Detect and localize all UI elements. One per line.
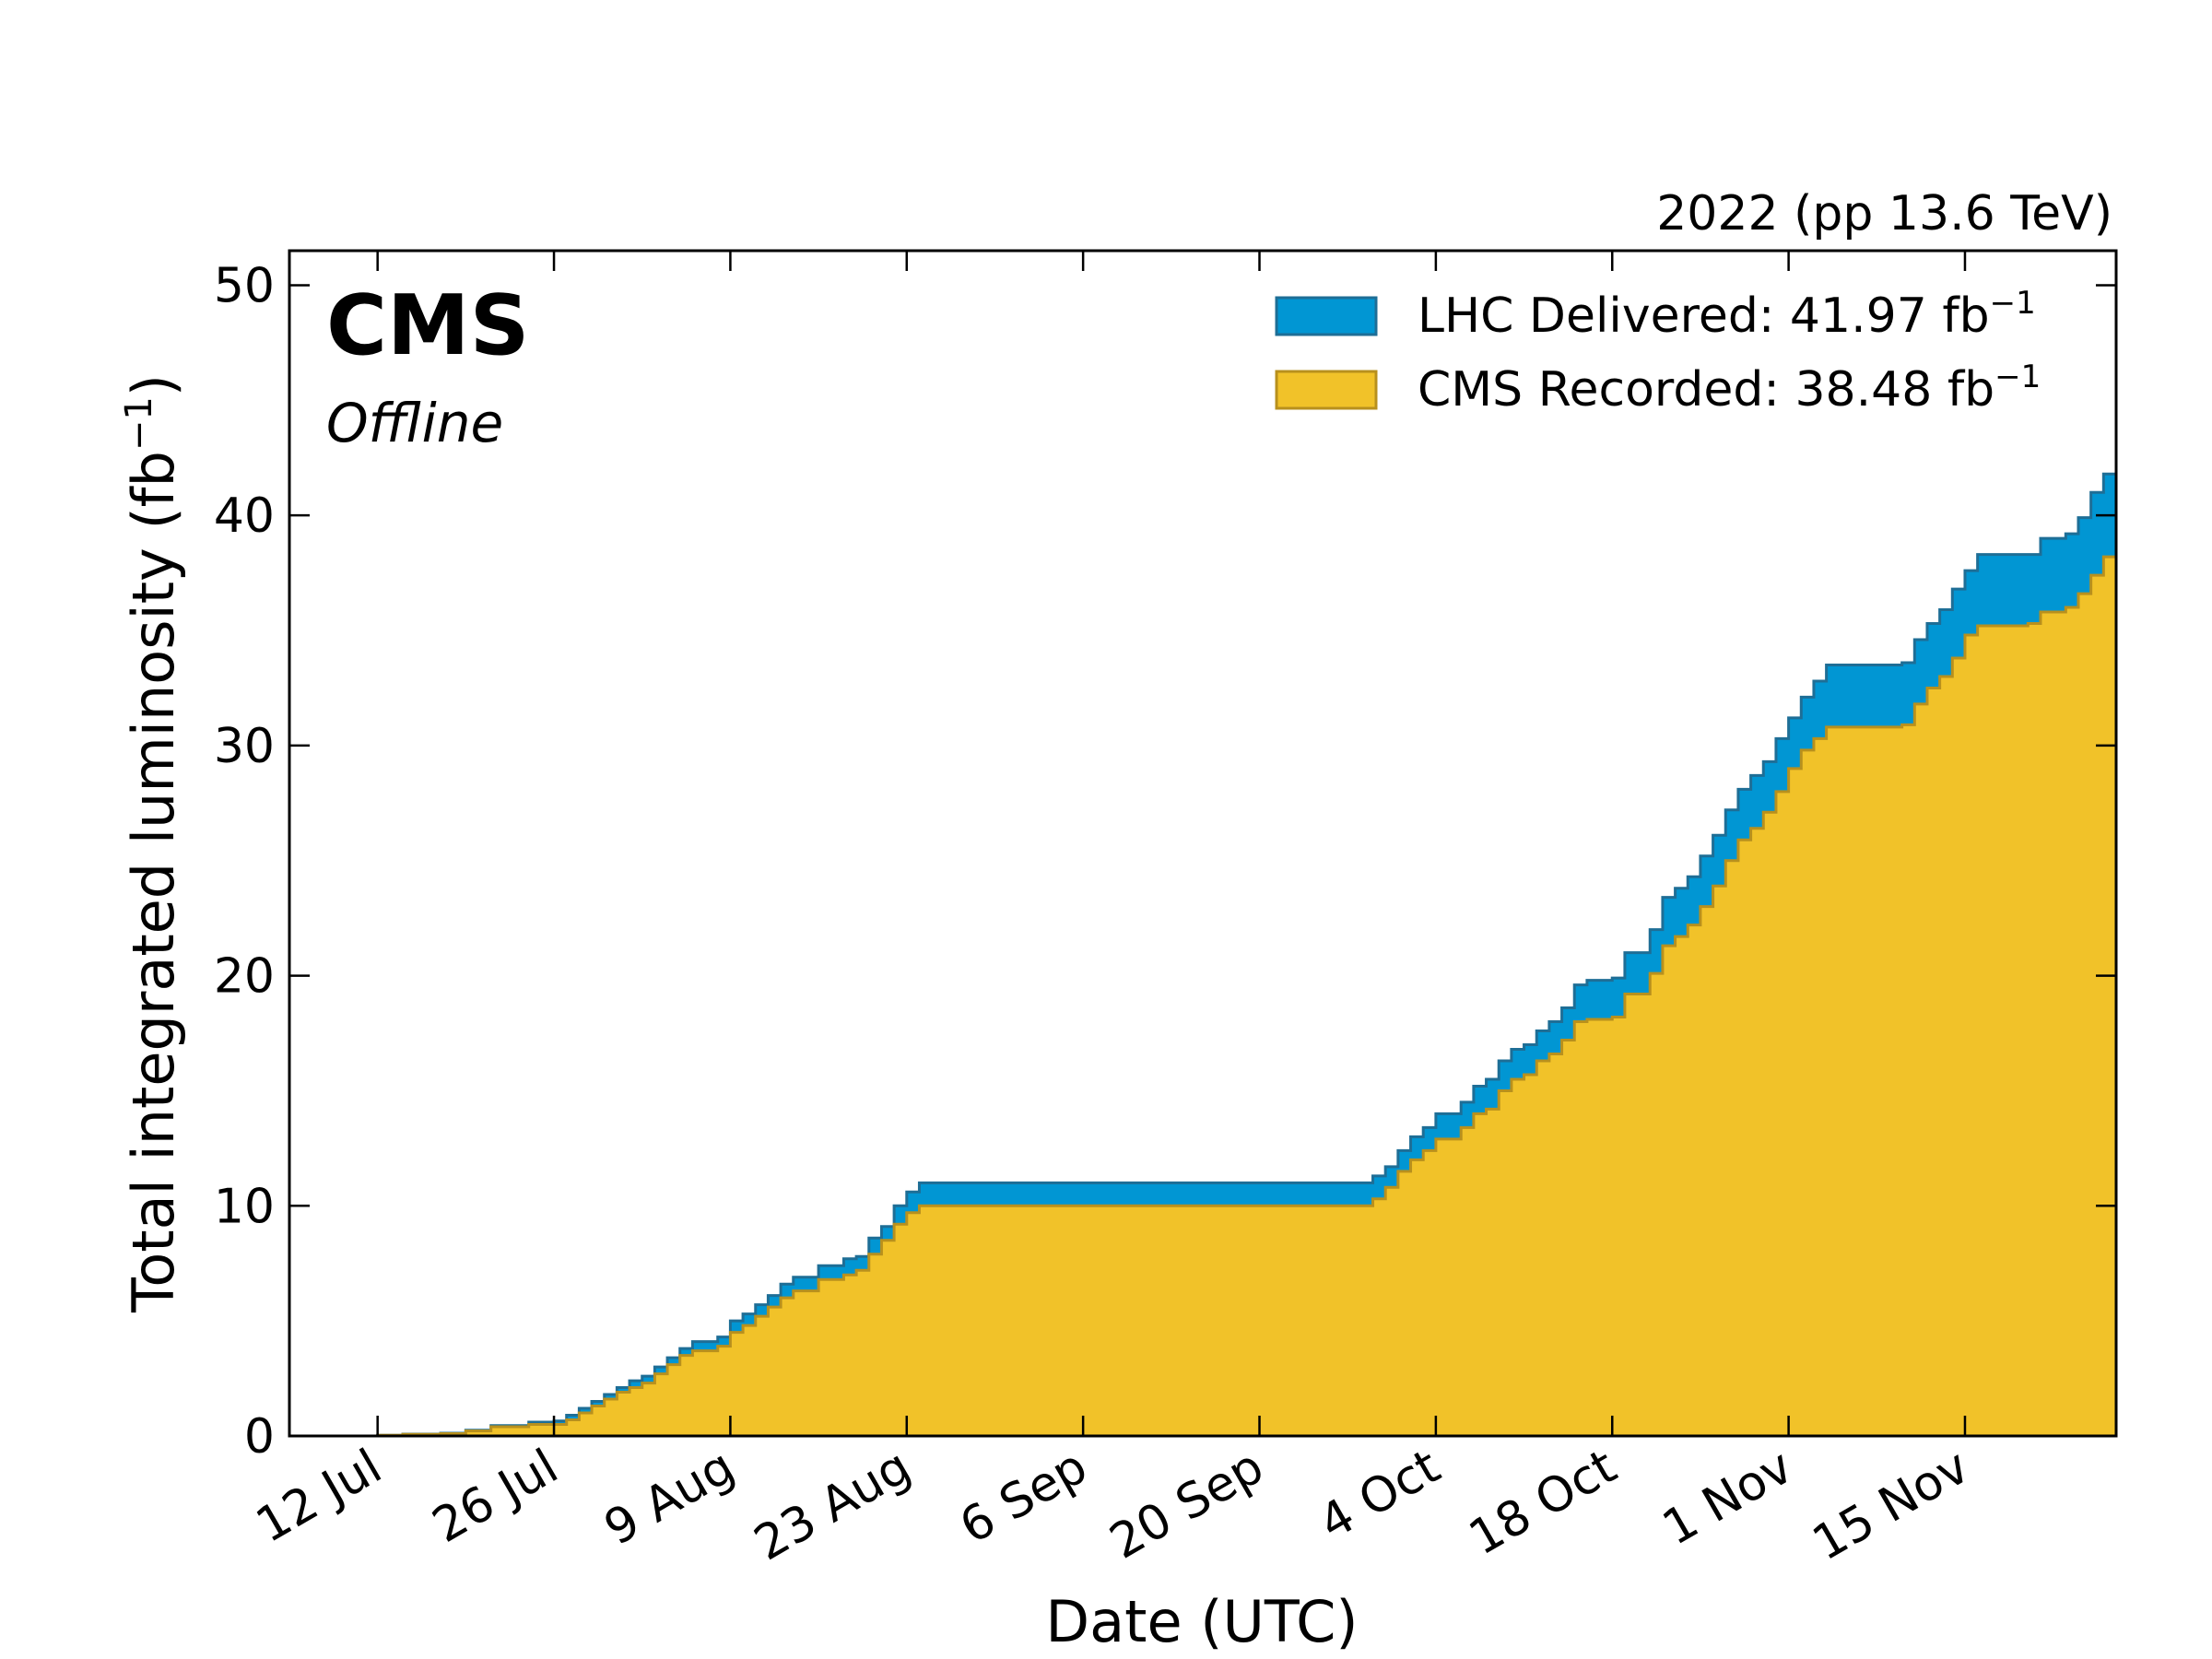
top-right-label: 2022 (pp 13.6 TeV) (1656, 186, 2112, 241)
legend-value-recorded: 38.48 (1794, 362, 1932, 418)
x-tick-label: 4 Oct (1311, 1439, 1450, 1551)
status-label: Offline (326, 392, 503, 454)
area-layer (289, 469, 2118, 1438)
legend-label-recorded: CMS Recorded: 38.48 fb−1 (1418, 359, 2041, 418)
x-tick-label: 18 Oct (1460, 1439, 1625, 1566)
legend-sup-recorded: −1 (1994, 359, 2041, 395)
y-tick-label: 40 (214, 488, 275, 544)
y-axis-label-group: Total integrated luminosity (fb−1) (118, 374, 187, 1313)
x-tick-label: 23 Aug (746, 1439, 921, 1571)
x-tick-label: 20 Sep (1101, 1439, 1274, 1570)
legend-space-recorded (1932, 362, 1947, 418)
legend-colon-delivered: : (1759, 288, 1790, 344)
legend-name-delivered: LHC Delivered (1418, 288, 1759, 344)
legend-name-recorded: CMS Recorded (1418, 362, 1763, 418)
x-tick-label: 15 Nov (1804, 1439, 1979, 1571)
legend: LHC Delivered: 41.97 fb−1 CMS Recorded: … (1275, 285, 2041, 418)
legend-label-delivered: LHC Delivered: 41.97 fb−1 (1418, 285, 2036, 344)
experiment-label: CMS (326, 277, 529, 374)
x-tick-label: 1 Nov (1653, 1439, 1802, 1557)
legend-colon-recorded: : (1763, 362, 1794, 418)
y-axis-label-main: Total integrated luminosity (fb (120, 451, 187, 1313)
y-axis-label-close: ) (120, 374, 187, 396)
area-series-cms-recorded (289, 550, 2118, 1438)
x-axis-label: Date (UTC) (1045, 1588, 1358, 1655)
plot-frame (288, 249, 2118, 1438)
y-tick-label: 0 (244, 1409, 275, 1465)
legend-unit-recorded: fb (1947, 362, 1994, 418)
legend-unit-delivered: fb (1942, 288, 1989, 344)
x-tick-label: 9 Aug (595, 1439, 744, 1557)
legend-sup-delivered: −1 (1990, 285, 2036, 322)
y-axis-label: Total integrated luminosity (fb−1) (118, 374, 187, 1313)
legend-swatch-delivered (1275, 296, 1378, 336)
x-tick-label: 6 Sep (951, 1439, 1097, 1555)
y-axis-label-sup: −1 (118, 396, 160, 451)
y-tick-label: 10 (214, 1179, 275, 1234)
legend-space-delivered (1927, 288, 1943, 344)
x-tick-label: 26 Jul (424, 1439, 568, 1554)
y-tick-label: 30 (214, 719, 275, 774)
legend-swatch-recorded (1275, 370, 1378, 410)
legend-value-delivered: 41.97 (1790, 288, 1927, 344)
y-tick-label: 20 (214, 949, 275, 1005)
y-tick-label: 50 (214, 258, 275, 313)
